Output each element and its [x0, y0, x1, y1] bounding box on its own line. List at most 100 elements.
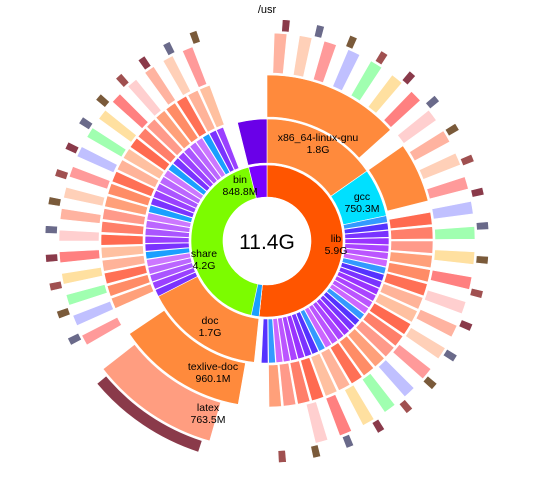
- segment-deep-fringe[interactable]: [48, 280, 63, 292]
- segment-lib-child[interactable]: [260, 318, 269, 364]
- segment-lib-child[interactable]: [344, 230, 390, 239]
- segment-share-child[interactable]: [144, 242, 190, 252]
- segment-deep[interactable]: [292, 35, 313, 78]
- segment-deep[interactable]: [162, 55, 192, 96]
- segment-share-child[interactable]: [216, 126, 240, 171]
- segment-latex[interactable]: [102, 344, 222, 442]
- segment-deep-fringe[interactable]: [458, 319, 474, 332]
- segment-share-grandchild[interactable]: [101, 255, 146, 272]
- segment-share-child[interactable]: [155, 182, 199, 209]
- segment-deep-fringe[interactable]: [54, 168, 69, 180]
- segment-lib-child[interactable]: [336, 271, 380, 296]
- segment-lib-grandchild[interactable]: [329, 342, 363, 385]
- segment-share-grandchild[interactable]: [187, 89, 216, 133]
- segment-share-grandchild[interactable]: [104, 195, 149, 216]
- segment-deep-fringe[interactable]: [345, 34, 358, 50]
- segment-deep-fringe[interactable]: [459, 153, 475, 167]
- segment-lib-grandchild[interactable]: [388, 211, 433, 230]
- segment-share-grandchild[interactable]: [111, 170, 155, 197]
- segment-lib-child[interactable]: [342, 215, 388, 230]
- segment-lib-child[interactable]: [308, 304, 339, 345]
- segment-lib-grandchild[interactable]: [320, 347, 351, 391]
- segment-share-grandchild[interactable]: [100, 245, 145, 259]
- segment-deep[interactable]: [332, 49, 361, 92]
- segment-lib-grandchild[interactable]: [310, 352, 338, 397]
- segment-deep[interactable]: [312, 40, 337, 84]
- segment-lib-grandchild[interactable]: [338, 335, 375, 377]
- segment-deep-fringe[interactable]: [47, 196, 62, 207]
- segment-deep-fringe[interactable]: [115, 73, 130, 88]
- segment-latex-child[interactable]: [96, 375, 203, 453]
- segment-deep-fringe[interactable]: [444, 122, 460, 137]
- segment-lib-grandchild[interactable]: [369, 302, 412, 335]
- segment-share-child[interactable]: [154, 271, 198, 297]
- segment-deep-fringe[interactable]: [310, 444, 322, 459]
- segment-share-child[interactable]: [195, 137, 226, 178]
- segment-share-child[interactable]: [145, 220, 191, 233]
- segment-share-child[interactable]: [167, 163, 208, 196]
- segment-share-grandchild[interactable]: [155, 110, 191, 150]
- segment-share-grandchild[interactable]: [102, 208, 146, 226]
- segment-lib-grandchild[interactable]: [362, 311, 404, 347]
- segment-share-child[interactable]: [144, 235, 190, 244]
- segment-deep-fringe[interactable]: [162, 41, 176, 56]
- segment-share-child[interactable]: [148, 204, 193, 223]
- segment-lib-child[interactable]: [281, 316, 298, 361]
- segment-deep[interactable]: [397, 109, 437, 144]
- segment-share-child[interactable]: [177, 151, 214, 188]
- segment-lib-grandchild[interactable]: [300, 357, 325, 402]
- segment-lib-child[interactable]: [277, 317, 291, 363]
- segment-deep[interactable]: [434, 226, 476, 240]
- segment-share-grandchild[interactable]: [103, 264, 148, 285]
- segment-deep[interactable]: [361, 372, 396, 413]
- segment-deep[interactable]: [182, 46, 208, 88]
- segment-lib-child[interactable]: [315, 298, 350, 336]
- segment-deep[interactable]: [433, 249, 476, 265]
- segment-lib-child[interactable]: [331, 279, 374, 309]
- segment-deep-fringe[interactable]: [475, 221, 490, 231]
- segment-deep-fringe[interactable]: [78, 116, 94, 131]
- segment-lib-grandchild[interactable]: [347, 328, 385, 368]
- segment-lib-child[interactable]: [341, 257, 387, 275]
- segment-lib-grandchild[interactable]: [268, 364, 282, 408]
- segment-deep-fringe[interactable]: [277, 449, 287, 464]
- segment-lib-child[interactable]: [343, 222, 389, 235]
- segment-share-grandchild[interactable]: [129, 137, 171, 172]
- segment-deep[interactable]: [98, 109, 137, 143]
- segment-lib-child[interactable]: [344, 237, 390, 245]
- segment-deep[interactable]: [377, 359, 415, 398]
- segment-lib-grandchild[interactable]: [289, 360, 311, 405]
- segment-lib-grandchild[interactable]: [386, 262, 431, 283]
- segment-deep-fringe[interactable]: [137, 55, 152, 71]
- segment-lib-grandchild[interactable]: [355, 320, 395, 358]
- segment-deep-fringe[interactable]: [374, 50, 389, 66]
- segment-lib-grandchild[interactable]: [383, 272, 428, 297]
- segment-share-grandchild[interactable]: [116, 159, 160, 189]
- segment-deep[interactable]: [418, 152, 461, 180]
- segment-deep-fringe[interactable]: [470, 186, 485, 198]
- segment-lib-child[interactable]: [344, 243, 390, 253]
- segment-lib-child[interactable]: [338, 266, 383, 289]
- segment-share-child[interactable]: [149, 262, 194, 283]
- segment-lib-grandchild[interactable]: [389, 251, 433, 269]
- segment-deep-fringe[interactable]: [401, 70, 416, 86]
- segment-deep[interactable]: [112, 93, 149, 130]
- segment-deep-fringe[interactable]: [442, 348, 458, 363]
- segment-deep-fringe[interactable]: [398, 399, 414, 414]
- segment-share-grandchild[interactable]: [122, 148, 165, 180]
- segment-deep[interactable]: [415, 308, 458, 338]
- segment-deep-fringe[interactable]: [341, 433, 355, 449]
- segment-lib-grandchild[interactable]: [278, 362, 297, 407]
- segment-deep-fringe[interactable]: [44, 225, 58, 234]
- segment-deep-fringe[interactable]: [281, 19, 291, 33]
- segment-texlive-doc[interactable]: [128, 309, 246, 405]
- segment-deep[interactable]: [305, 401, 329, 444]
- segment-lib-grandchild[interactable]: [390, 240, 434, 254]
- segment-deep[interactable]: [367, 74, 403, 114]
- segment-lib-child[interactable]: [326, 287, 365, 321]
- segment-deep[interactable]: [344, 384, 375, 426]
- segment-lib-grandchild[interactable]: [379, 283, 424, 310]
- segment-lib-child[interactable]: [319, 294, 356, 331]
- segment-share-grandchild[interactable]: [100, 221, 145, 235]
- segment-deep[interactable]: [65, 284, 108, 306]
